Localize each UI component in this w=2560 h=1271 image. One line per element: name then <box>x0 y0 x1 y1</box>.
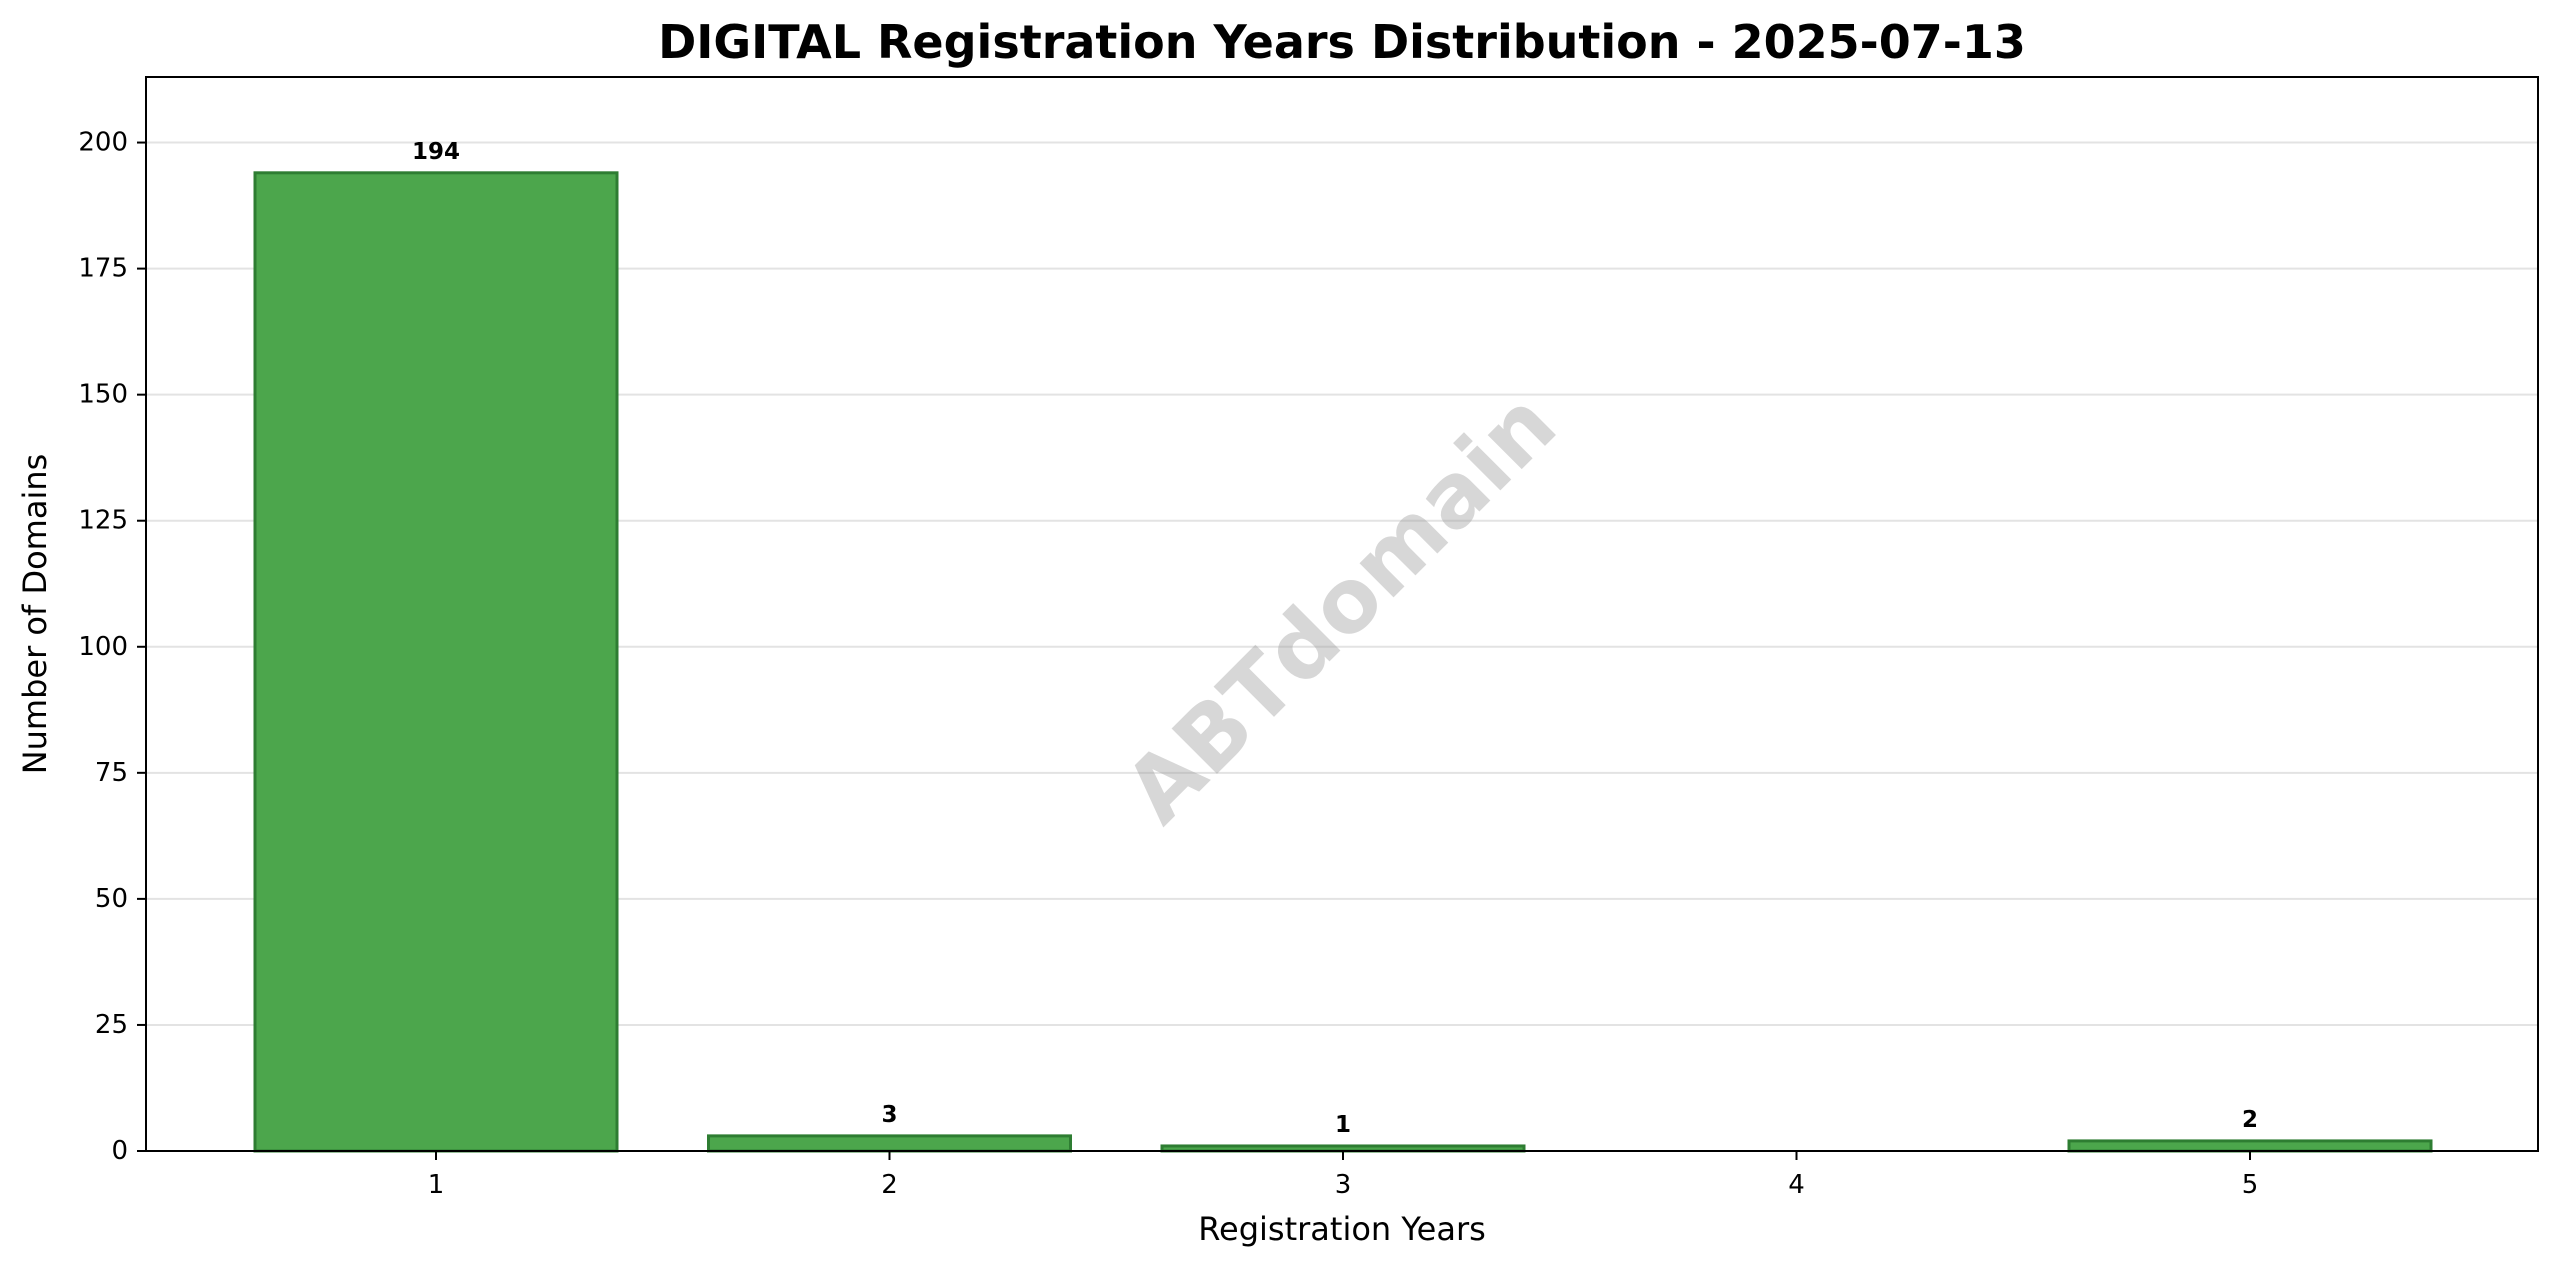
x-tick-label: 5 <box>2242 1170 2259 1200</box>
x-tick-label: 4 <box>1788 1170 1805 1200</box>
bar-value-label: 1 <box>1335 1112 1351 1138</box>
y-tick-label: 50 <box>95 884 128 914</box>
x-tick-label: 3 <box>1335 1170 1352 1200</box>
y-tick-label: 25 <box>95 1010 128 1040</box>
bar <box>253 171 619 1153</box>
y-tick-label: 75 <box>95 758 128 788</box>
bar-value-label: 3 <box>881 1102 897 1128</box>
y-tick-label: 125 <box>78 506 128 536</box>
y-tick-label: 150 <box>78 380 128 410</box>
y-tick-label: 100 <box>78 632 128 662</box>
bars <box>253 171 2433 1153</box>
y-axis-title: Number of Domains <box>16 454 54 775</box>
x-tick-label: 2 <box>881 1170 898 1200</box>
x-axis-title: Registration Years <box>1198 1210 1486 1248</box>
y-tick-label: 0 <box>111 1136 128 1166</box>
bar-value-label: 2 <box>2242 1107 2258 1133</box>
bar <box>707 1134 1072 1153</box>
chart-title: DIGITAL Registration Years Distribution … <box>658 15 2026 69</box>
y-tick-label: 200 <box>78 128 128 158</box>
x-axis: 1 2 3 4 5 <box>428 1151 2259 1200</box>
bar-value-label: 194 <box>412 139 460 165</box>
data-labels: 194 3 1 2 <box>412 139 2258 1138</box>
bar <box>2067 1139 2433 1153</box>
x-tick-label: 1 <box>428 1170 445 1200</box>
y-tick-label: 175 <box>78 254 128 284</box>
y-axis: 0 25 50 75 100 125 150 175 200 <box>78 128 146 1166</box>
